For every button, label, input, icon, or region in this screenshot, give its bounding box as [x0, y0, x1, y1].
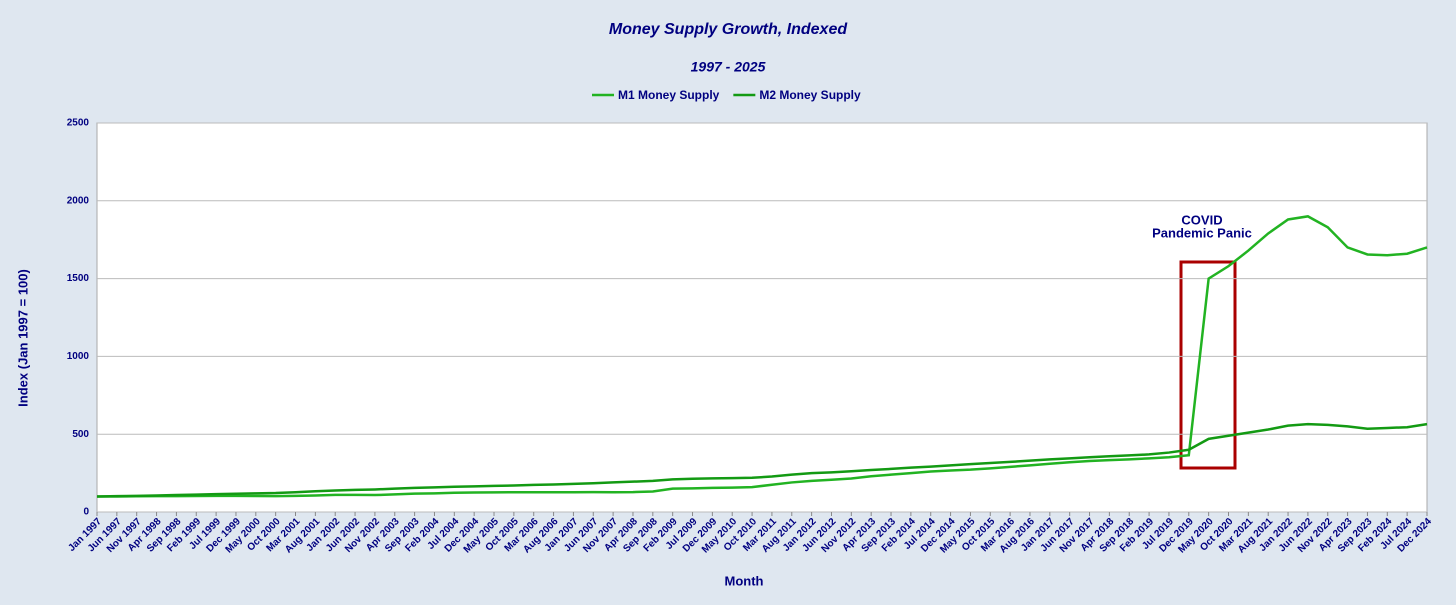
y-tick-label: 2000 — [67, 195, 90, 206]
covid-highlight — [1179, 260, 1237, 470]
y-tick-label: 500 — [72, 429, 89, 440]
data-line — [97, 215, 1428, 498]
annotation: COVID — [1181, 212, 1222, 227]
annotation: Pandemic Panic — [1152, 225, 1252, 240]
legend-label: M1 Money Supply — [618, 88, 720, 102]
chart-title: Money Supply Growth, Indexed — [609, 21, 848, 38]
data-line — [96, 422, 1428, 498]
x-axis-label: Month — [725, 573, 764, 588]
y-tick-label: 1000 — [67, 351, 90, 362]
y-tick-label: 0 — [83, 507, 89, 518]
plot-area — [96, 122, 1428, 513]
y-tick-label: 2500 — [67, 118, 90, 129]
y-axis-label: Index (Jan 1997 = 100) — [15, 269, 30, 407]
legend-label: M2 Money Supply — [759, 88, 861, 102]
chart-subtitle: 1997 - 2025 — [691, 59, 766, 75]
y-tick-label: 1500 — [67, 273, 90, 284]
